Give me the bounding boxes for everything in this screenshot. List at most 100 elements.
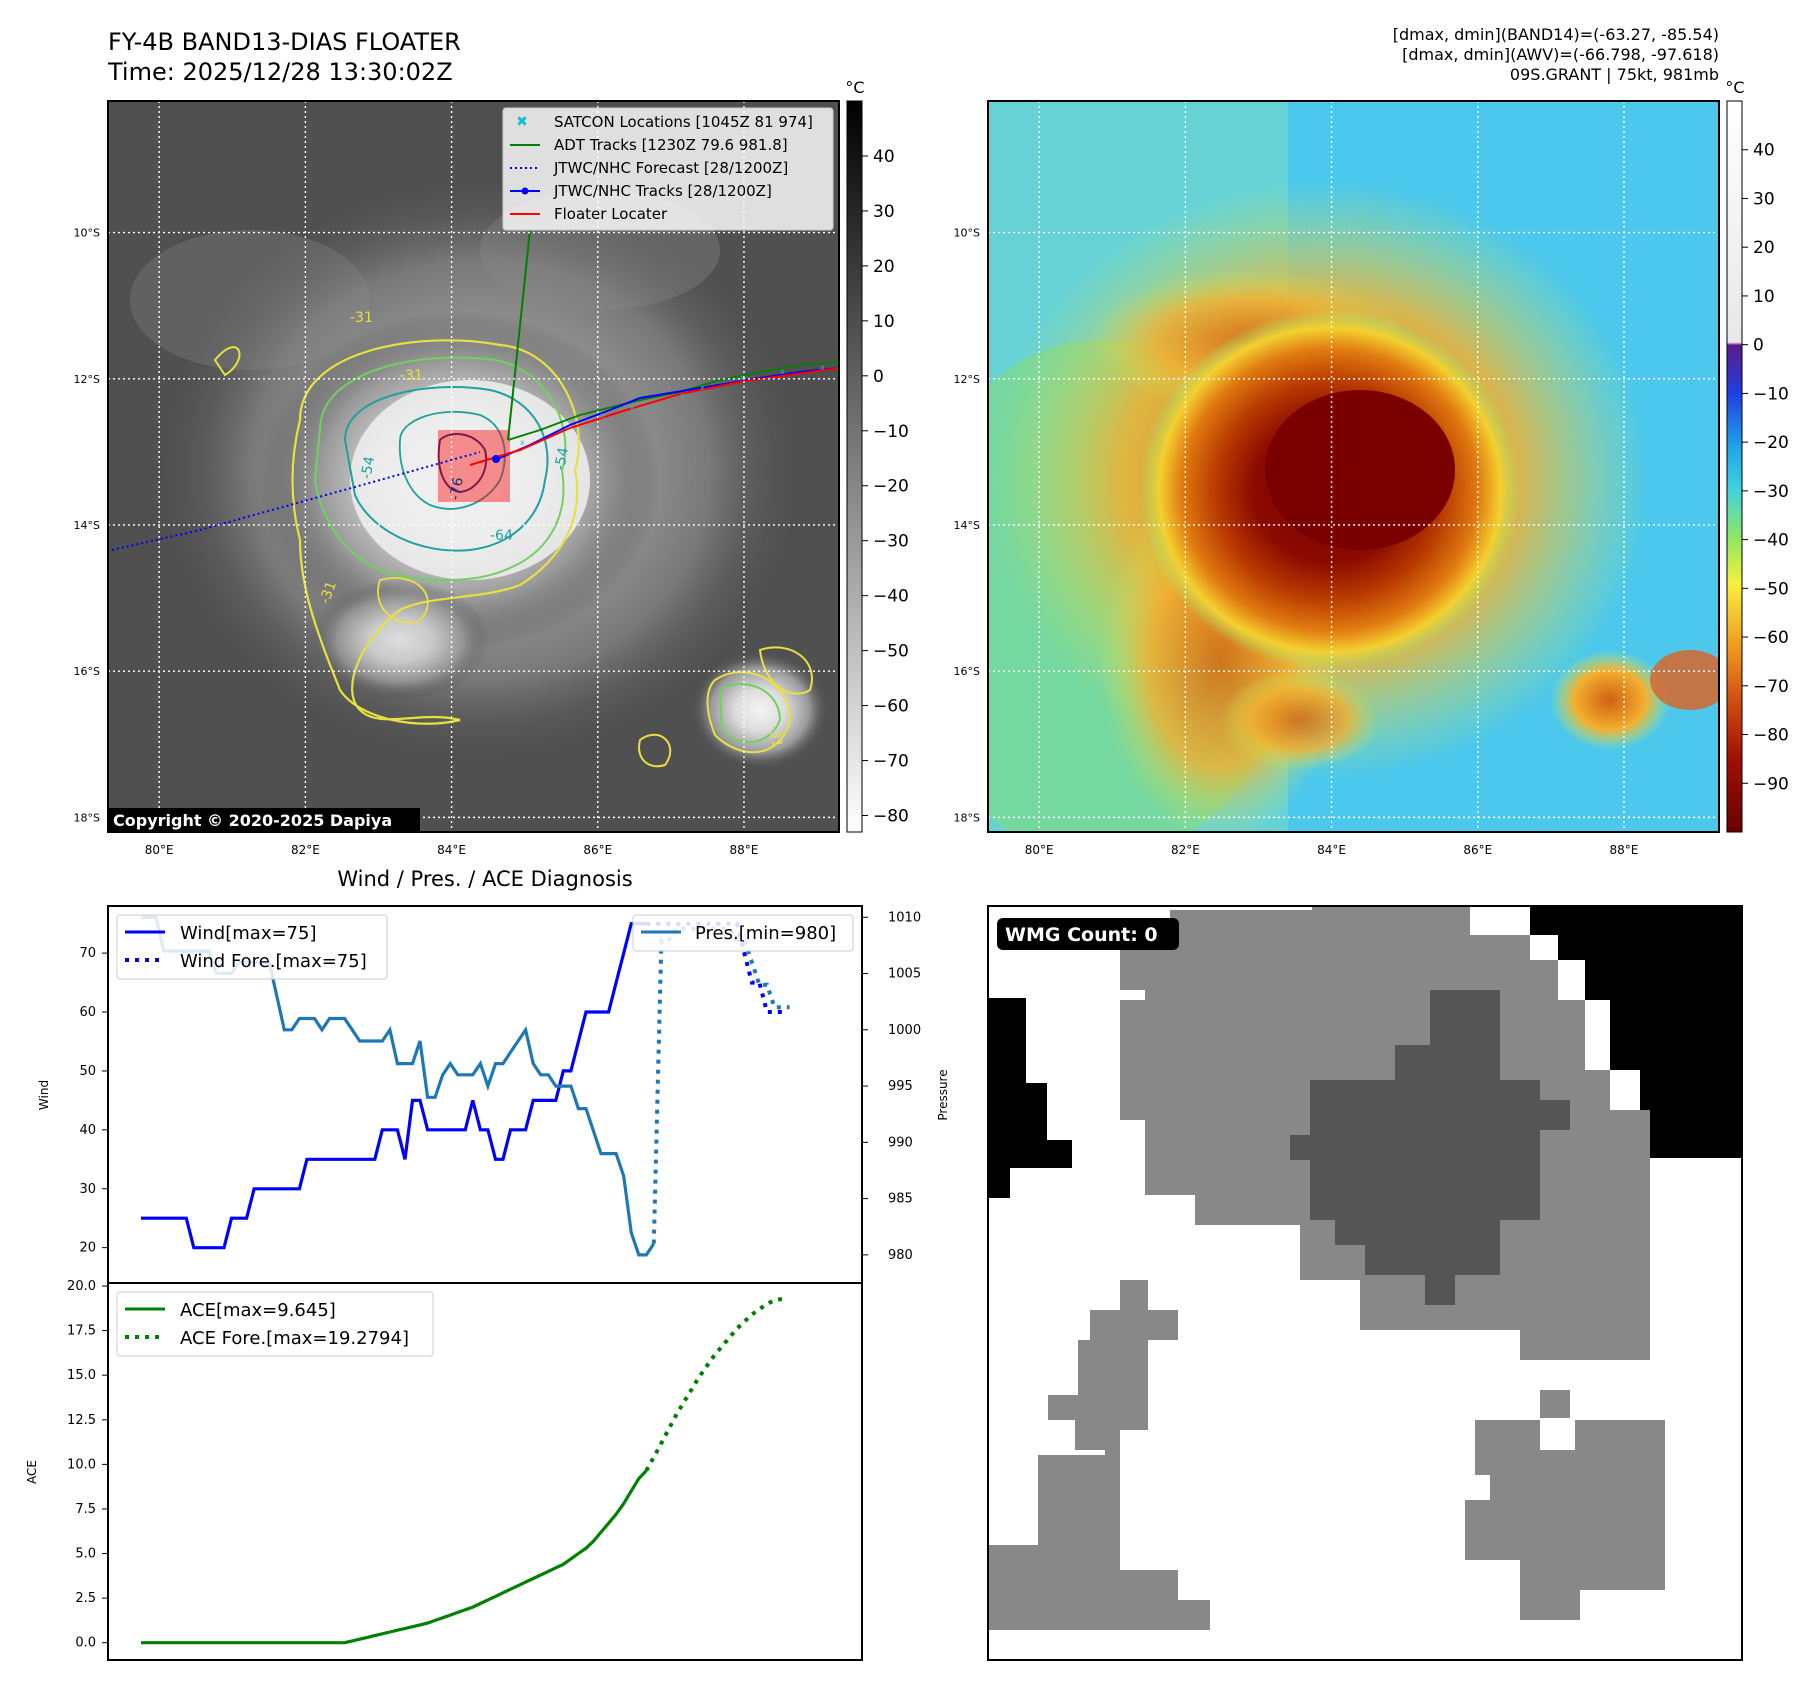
colorbar-tick-label: −60: [873, 697, 909, 717]
colorbar-tick-label: 0: [873, 367, 884, 387]
lon-tick-label: 80°E: [145, 843, 174, 857]
legend-entry: Floater Locater: [554, 205, 668, 223]
contour-label: -64: [490, 528, 513, 544]
lon-tick-label: 82°E: [291, 843, 320, 857]
color-colorbar-ramp: [1726, 100, 1743, 833]
wmg-panel: WMG Count: 0: [987, 905, 1743, 1661]
ace-tick-label: 17.5: [67, 1324, 96, 1339]
wind-pressure-panel: Wind / Pres. / ACE Diagnosis Wind Pressu…: [37, 867, 950, 1284]
colorbar-tick-label: 20: [873, 257, 895, 277]
lat-tick-label: 14°S: [954, 519, 980, 532]
ace-tick-label: 7.5: [75, 1502, 96, 1517]
svg-text:x: x: [740, 373, 745, 382]
wind-tick-label: 50: [79, 1064, 96, 1079]
wind-tick-label: 30: [79, 1182, 96, 1197]
ace-tick-label: 0.0: [75, 1636, 96, 1651]
lon-tick-label: 80°E: [1025, 843, 1054, 857]
legend-entry: Wind[max=75]: [180, 923, 317, 944]
colorbar-tick-label: −50: [1753, 579, 1789, 599]
color-colorbar-unit: °C: [1725, 78, 1744, 97]
pressure-legend: Pres.[min=980]: [632, 914, 854, 952]
legend-entry: ACE[max=9.645]: [180, 1300, 336, 1321]
wmg-frame: [987, 905, 1743, 1661]
colorbar-tick-label: −80: [873, 807, 909, 827]
wind-axis-label: Wind: [37, 1080, 51, 1110]
contour-label: -76: [447, 476, 467, 501]
lat-tick-label: 14°S: [74, 519, 100, 532]
gray-ir-imagery: x x x x x x x x x: [111, 170, 839, 770]
gray-colorbar-unit: °C: [845, 78, 864, 97]
copyright-text: Copyright © 2020-2025 Dapiya: [113, 811, 392, 830]
pressure-tick-label: 980: [888, 1248, 913, 1263]
lat-tick-label: 16°S: [74, 665, 100, 678]
gray-ir-contour-labels: -31 -31 -31 -31 -54 -64 -76 -54: [317, 310, 785, 749]
info-storm: 09S.GRANT | 75kt, 981mb: [1510, 65, 1719, 84]
wmg-cells: [988, 906, 1742, 1630]
pressure-tick-label: 1010: [888, 910, 921, 925]
wind-axis-ticks: 20 30 40 50 60 70: [79, 946, 108, 1256]
legend-entry: SATCON Locations [1045Z 81 974]: [554, 113, 813, 131]
colorbar-tick-label: −80: [1753, 726, 1789, 746]
figure-title: FY-4B BAND13-DIAS FLOATER: [108, 28, 461, 56]
lon-tick-label: 82°E: [1171, 843, 1200, 857]
pressure-tick-label: 985: [888, 1192, 913, 1207]
lon-tick-label: 88°E: [1610, 843, 1639, 857]
pressure-tick-label: 1005: [888, 967, 921, 982]
colorbar-tick-label: 0: [1753, 336, 1764, 356]
gray-ir-legend: ✖ SATCON Locations [1045Z 81 974] ADT Tr…: [502, 107, 834, 231]
contour-label: -54: [552, 446, 572, 471]
figure-time: Time: 2025/12/28 13:30:02Z: [107, 58, 453, 86]
lat-tick-label: 18°S: [954, 811, 980, 824]
gray-ir-frame: [107, 100, 840, 833]
colorbar-tick-label: 10: [873, 312, 895, 332]
ace-tick-label: 10.0: [67, 1457, 96, 1472]
ace-tick-label: 5.0: [75, 1547, 96, 1562]
lat-tick-label: 12°S: [954, 373, 980, 386]
diagnosis-title: Wind / Pres. / ACE Diagnosis: [337, 867, 632, 891]
ace-legend: ACE[max=9.645] ACE Fore.[max=19.2794]: [116, 1291, 434, 1357]
svg-text:x: x: [780, 367, 785, 376]
color-colorbar: °C 40 30 20 10 0 −10 −20 −30 −40 −50 −60 −70 −80 −90: [1725, 78, 1789, 833]
pressure-tick-label: 990: [888, 1135, 913, 1150]
color-ir-panel: 80°E 82°E 84°E 86°E 88°E 10°S 12°S 14°S 16°S 18°S: [954, 100, 1720, 857]
gray-colorbar: °C 40 30 20 10 0 −10 −20 −30 −40 −50 −60 −70 −80: [845, 78, 909, 833]
colorbar-tick-label: 40: [1753, 141, 1775, 161]
contour-label: -31: [350, 310, 373, 326]
svg-text:x: x: [630, 403, 635, 412]
svg-text:x: x: [650, 403, 655, 412]
colorbar-tick-label: 20: [1753, 238, 1775, 258]
series-line-ace: [141, 1469, 648, 1645]
color-ir-frame: [987, 100, 1720, 833]
colorbar-tick-label: −20: [1753, 433, 1789, 453]
color-ir-imagery: [988, 101, 1719, 832]
lon-tick-label: 84°E: [1317, 843, 1346, 857]
colorbar-tick-label: −10: [873, 422, 909, 442]
legend-entry: ACE Fore.[max=19.2794]: [180, 1328, 409, 1349]
legend-entry: Pres.[min=980]: [695, 923, 836, 944]
pressure-axis-ticks: 980 985 990 995 1000 1005 1010: [862, 910, 921, 1263]
contour-label: -31: [317, 579, 340, 606]
ace-tick-label: 15.0: [67, 1368, 96, 1383]
svg-text:x: x: [600, 411, 605, 420]
wind-tick-label: 60: [79, 1005, 96, 1020]
colorbar-tick-label: −50: [873, 642, 909, 662]
wind-tick-label: 20: [79, 1241, 96, 1256]
colorbar-tick-label: 10: [1753, 287, 1775, 307]
color-colorbar-ticks: 40 30 20 10 0 −10 −20 −30 −40 −50 −60 −70 −80 −90: [1742, 141, 1789, 794]
ace-panel: ACE 0.0 2.5 5.0 7.5 10.0 12.5 15.0 17.5 20.0 ACE…: [25, 1279, 863, 1661]
lon-tick-label: 84°E: [437, 843, 466, 857]
ace-axis-label: ACE: [25, 1460, 39, 1484]
wmg-count-label: WMG Count: 0: [1005, 924, 1158, 946]
pressure-tick-label: 995: [888, 1079, 913, 1094]
colorbar-tick-label: 30: [873, 202, 895, 222]
colorbar-tick-label: 40: [873, 147, 895, 167]
gray-ir-panel: x x x x x x x x x -31 -31 -31 -31 -54 -64 -76 …: [74, 100, 840, 857]
contour-label: -31: [765, 724, 785, 749]
colorbar-tick-label: −30: [873, 532, 909, 552]
copyright-box: [108, 808, 420, 832]
lon-tick-label: 88°E: [730, 843, 759, 857]
lat-tick-label: 18°S: [74, 811, 100, 824]
lon-tick-label: 86°E: [583, 843, 612, 857]
colorbar-tick-label: 30: [1753, 189, 1775, 209]
ace-axis-ticks: 0.0 2.5 5.0 7.5 10.0 12.5 15.0 17.5 20.0: [67, 1279, 108, 1651]
